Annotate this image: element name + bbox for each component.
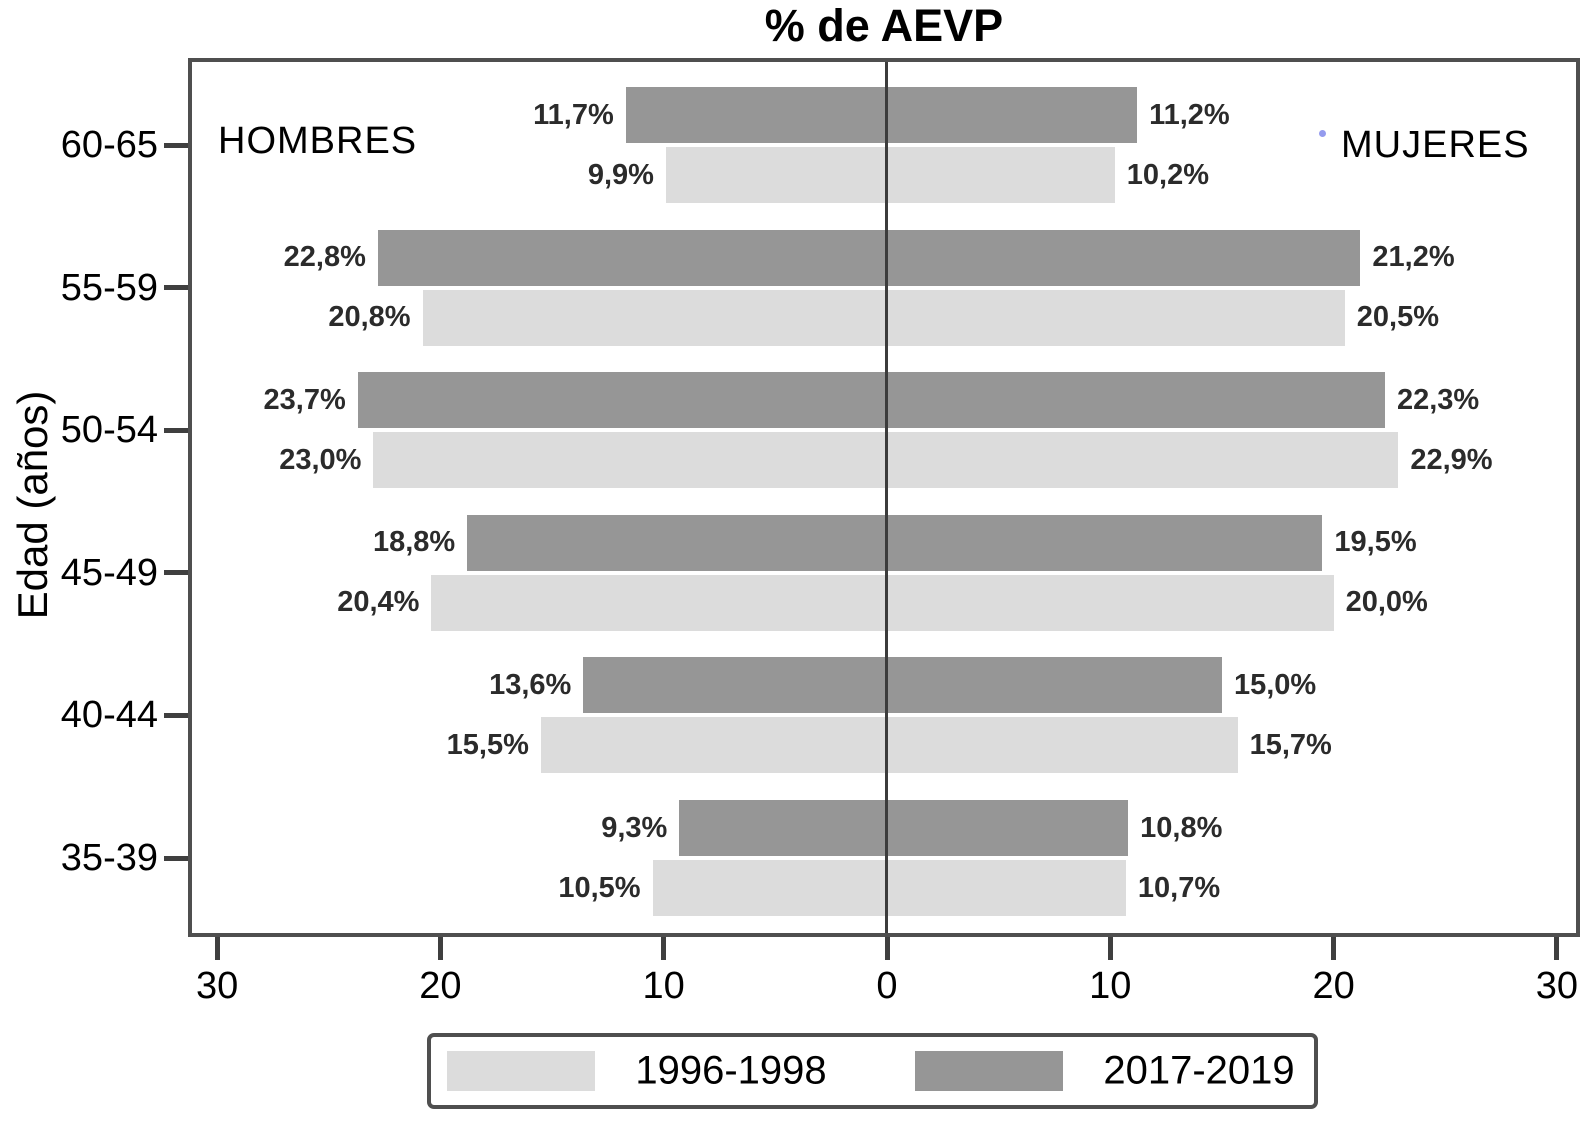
x-tick-label: 10 bbox=[642, 965, 685, 1007]
y-tick-label: 60-65 bbox=[60, 124, 158, 166]
value-label: 20,5% bbox=[1356, 301, 1439, 334]
value-label: 20,4% bbox=[337, 586, 420, 619]
bar-2017-2019-mujeres-35-39 bbox=[887, 800, 1129, 856]
zero-axis-line bbox=[885, 62, 888, 933]
bar-1996-1998-mujeres-60-65 bbox=[887, 147, 1115, 203]
value-label: 15,7% bbox=[1249, 728, 1332, 761]
artifact-dot bbox=[1319, 130, 1326, 137]
value-label: 22,8% bbox=[283, 241, 366, 274]
bar-1996-1998-hombres-55-59 bbox=[422, 289, 887, 346]
x-tick-label: 20 bbox=[1312, 965, 1355, 1007]
y-tick-label: 40-44 bbox=[60, 694, 158, 737]
x-tick-label: 0 bbox=[876, 965, 898, 1007]
bar-2017-2019-hombres-60-65 bbox=[625, 87, 887, 143]
bar-1996-1998-hombres-40-44 bbox=[540, 717, 887, 774]
bar-2017-2019-hombres-55-59 bbox=[377, 229, 887, 286]
y-tick bbox=[164, 427, 188, 433]
bar-2017-2019-mujeres-55-59 bbox=[887, 229, 1361, 286]
y-tick-label: 45-49 bbox=[60, 551, 158, 594]
bar-1996-1998-mujeres-45-49 bbox=[887, 574, 1334, 631]
x-tick bbox=[214, 937, 220, 960]
right-group-label: MUJERES bbox=[1341, 124, 1530, 166]
value-label: 22,3% bbox=[1396, 383, 1480, 416]
y-tick bbox=[164, 570, 188, 576]
x-tick bbox=[1554, 937, 1560, 960]
left-group-label: HOMBRES bbox=[218, 120, 418, 162]
legend-swatch-1996-1998 bbox=[447, 1051, 595, 1091]
value-label: 15,5% bbox=[446, 728, 529, 761]
bar-2017-2019-mujeres-50-54 bbox=[887, 372, 1385, 429]
bar-2017-2019-hombres-35-39 bbox=[679, 800, 887, 856]
y-tick-label: 55-59 bbox=[60, 266, 158, 309]
bar-1996-1998-hombres-60-65 bbox=[665, 147, 887, 203]
value-label: 10,5% bbox=[558, 871, 641, 904]
bar-1996-1998-mujeres-50-54 bbox=[887, 432, 1399, 489]
bar-2017-2019-hombres-50-54 bbox=[357, 372, 887, 429]
value-label: 20,8% bbox=[328, 301, 411, 334]
y-tick-label: 35-39 bbox=[60, 837, 158, 879]
x-tick bbox=[1331, 937, 1337, 960]
value-label: 19,5% bbox=[1334, 526, 1417, 559]
legend-label-2017-2019: 2017-2019 bbox=[1103, 1048, 1295, 1093]
value-label: 23,0% bbox=[279, 443, 362, 476]
value-label: 13,6% bbox=[489, 668, 572, 701]
legend: 1996-1998 2017-2019 bbox=[427, 1033, 1318, 1109]
value-label: 10,8% bbox=[1140, 811, 1223, 844]
y-tick bbox=[164, 285, 188, 291]
value-label: 23,7% bbox=[263, 383, 346, 416]
bar-2017-2019-mujeres-60-65 bbox=[887, 87, 1138, 143]
value-label: 10,7% bbox=[1137, 871, 1221, 904]
x-tick bbox=[884, 937, 890, 960]
y-tick bbox=[164, 855, 188, 861]
y-tick bbox=[164, 712, 188, 718]
x-tick-label: 30 bbox=[1535, 965, 1579, 1007]
value-label: 9,9% bbox=[587, 158, 654, 191]
x-tick-label: 10 bbox=[1089, 965, 1132, 1007]
value-label: 11,2% bbox=[1149, 98, 1230, 131]
bar-1996-1998-hombres-35-39 bbox=[652, 860, 887, 916]
chart-title: % de AEVP bbox=[764, 0, 1004, 51]
bar-2017-2019-hombres-45-49 bbox=[467, 514, 887, 571]
value-label: 10,2% bbox=[1126, 158, 1209, 191]
bar-1996-1998-hombres-50-54 bbox=[373, 432, 887, 489]
plot-area: HOMBRES MUJERES 60-65 11,7% 11,2% 9,9% 10,2%… bbox=[61, 58, 1580, 1007]
legend-label-1996-1998: 1996-1998 bbox=[635, 1048, 827, 1093]
bar-1996-1998-mujeres-55-59 bbox=[887, 289, 1345, 346]
value-label: 15,0% bbox=[1233, 668, 1317, 701]
value-label: 9,3% bbox=[601, 811, 668, 844]
x-tick bbox=[661, 937, 667, 960]
bar-1996-1998-mujeres-40-44 bbox=[887, 717, 1238, 774]
bar-2017-2019-mujeres-40-44 bbox=[887, 657, 1222, 714]
value-label: 18,8% bbox=[372, 526, 456, 559]
x-tick-label: 30 bbox=[195, 965, 239, 1007]
x-tick bbox=[437, 937, 443, 960]
value-label: 22,9% bbox=[1410, 443, 1493, 476]
legend-swatch-2017-2019 bbox=[915, 1051, 1063, 1091]
bar-2017-2019-mujeres-45-49 bbox=[887, 514, 1323, 571]
value-label: 20,0% bbox=[1345, 586, 1428, 619]
bar-2017-2019-hombres-40-44 bbox=[583, 657, 887, 714]
bar-1996-1998-mujeres-35-39 bbox=[887, 860, 1126, 916]
value-label: 11,7% bbox=[533, 98, 614, 131]
x-tick-label: 20 bbox=[419, 965, 462, 1007]
x-tick bbox=[1107, 937, 1113, 960]
bar-1996-1998-hombres-45-49 bbox=[431, 574, 887, 631]
y-tick-label: 50-54 bbox=[60, 409, 158, 452]
y-tick bbox=[164, 142, 188, 148]
value-label: 21,2% bbox=[1372, 241, 1455, 274]
